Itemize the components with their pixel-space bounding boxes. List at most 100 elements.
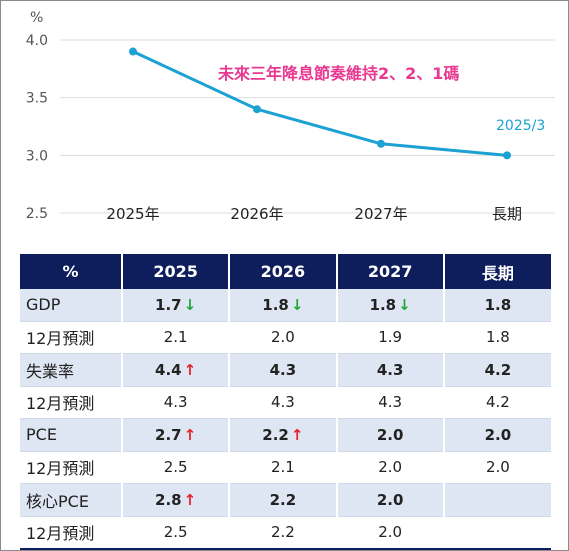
- cell-value: 1.8: [262, 295, 289, 314]
- dot-plot-median-line: [132, 50, 508, 157]
- cell-value: 1.8: [485, 328, 510, 347]
- cell-value: 2.0: [270, 328, 295, 347]
- table-cell: 4.3: [229, 353, 338, 387]
- table-header-row: % 2025 2026 2027 長期: [20, 254, 551, 289]
- cell-value: 2.2: [269, 490, 297, 509]
- table-cell: 1.7 ↓: [122, 289, 231, 322]
- table-cell: [443, 516, 551, 550]
- table-cell: 1.8: [443, 321, 551, 354]
- row-label: 12月預測: [20, 516, 123, 550]
- table-row: 12月預測 4.3 4.3 4.3 4.2: [20, 386, 551, 419]
- table-cell: 1.8 ↓: [336, 289, 445, 322]
- table-cell: 2.7 ↑: [122, 418, 231, 452]
- cell-value: 2.0: [484, 425, 512, 444]
- cell-value: 2.7: [155, 425, 182, 444]
- x-category-label: 長期: [492, 205, 522, 223]
- row-label: 12月預測: [20, 451, 123, 484]
- cell-value: 4.3: [163, 393, 188, 412]
- cell-value: 4.2: [484, 360, 512, 379]
- data-point: [129, 47, 137, 56]
- cell-value: 2.0: [376, 490, 404, 509]
- cell-value: 2.1: [270, 458, 295, 477]
- cell-value: 1.8: [369, 295, 397, 314]
- row-label: PCE: [20, 418, 123, 452]
- table-cell: 2.0: [336, 418, 445, 452]
- table-cell: 4.3: [336, 386, 445, 419]
- table-cell: 2.0: [336, 483, 445, 517]
- data-point: [253, 105, 261, 114]
- cell-value: 2.0: [376, 425, 404, 444]
- table-cell: 2.0: [229, 321, 338, 354]
- row-label: 12月預測: [20, 321, 123, 354]
- table-cell: 2.0: [443, 418, 551, 452]
- table-cell: 1.8: [443, 289, 551, 322]
- cell-value: 2.0: [485, 458, 510, 477]
- data-point: [377, 139, 385, 148]
- cell-value: 2.2: [262, 425, 289, 444]
- up-arrow-icon: ↑: [290, 425, 304, 444]
- table-row: PCE 2.7 ↑ 2.2 ↑ 2.0 2.0: [20, 418, 551, 452]
- cell-value: 4.2: [485, 393, 510, 412]
- y-tick-label: 3.0: [26, 148, 48, 164]
- cell-value: 2.0: [378, 458, 403, 477]
- cell-value: 1.8: [484, 295, 512, 314]
- y-axis-unit: %: [30, 10, 43, 26]
- table-header-cell: %: [20, 254, 123, 289]
- table-cell: 1.9: [336, 321, 445, 354]
- cell-value: 2.5: [163, 458, 188, 477]
- cell-value: 2.5: [163, 523, 188, 542]
- table-row: 12月預測 2.5 2.1 2.0 2.0: [20, 451, 551, 484]
- table-cell: 2.1: [229, 451, 338, 484]
- table-cell: [443, 483, 551, 517]
- row-label: GDP: [20, 289, 123, 322]
- cell-value: 4.3: [378, 393, 403, 412]
- table-cell: 4.3: [229, 386, 338, 419]
- down-arrow-icon: ↓: [290, 295, 304, 314]
- row-label: 失業率: [20, 353, 123, 387]
- cell-value: 4.3: [270, 393, 295, 412]
- up-arrow-icon: ↑: [183, 490, 197, 509]
- up-arrow-icon: ↑: [183, 360, 197, 379]
- cell-value: 4.4: [155, 360, 182, 379]
- down-arrow-icon: ↓: [183, 295, 197, 314]
- x-category-label: 2027年: [354, 205, 407, 223]
- fed-projection-table: % 2025 2026 2027 長期 GDP 1.7 ↓ 1.8 ↓ 1.8 ↓ 1.8 12月預測 2…: [20, 254, 551, 550]
- table-header-cell: 2026: [229, 254, 338, 289]
- table-cell: 4.3: [336, 353, 445, 387]
- row-label: 核心PCE: [20, 483, 123, 517]
- table-row: GDP 1.7 ↓ 1.8 ↓ 1.8 ↓ 1.8: [20, 289, 551, 322]
- table-cell: 2.5: [122, 451, 231, 484]
- table-row: 12月預測 2.5 2.2 2.0: [20, 516, 551, 550]
- down-arrow-icon: ↓: [398, 295, 411, 314]
- table-cell: 2.2 ↑: [229, 418, 338, 452]
- cell-value: 2.1: [163, 328, 188, 347]
- table-cell: 2.0: [336, 451, 445, 484]
- up-arrow-icon: ↑: [183, 425, 197, 444]
- table-cell: 4.4 ↑: [122, 353, 231, 387]
- table-cell: 2.2: [229, 483, 338, 517]
- table-cell: 4.2: [443, 353, 551, 387]
- table-cell: 2.0: [336, 516, 445, 550]
- row-label: 12月預測: [20, 386, 123, 419]
- table-row: 失業率 4.4 ↑ 4.3 4.3 4.2: [20, 353, 551, 387]
- table-cell: 2.2: [229, 516, 338, 550]
- cell-value: 2.8: [155, 490, 182, 509]
- cell-value: 4.3: [376, 360, 404, 379]
- table-cell: 4.2: [443, 386, 551, 419]
- cell-value: 4.3: [269, 360, 297, 379]
- table-header-cell: 長期: [443, 254, 551, 289]
- x-category-label: 2025年: [106, 205, 159, 223]
- cell-value: 2.0: [378, 523, 403, 542]
- series-end-label: 2025/3: [496, 118, 545, 134]
- table-cell: 2.5: [122, 516, 231, 550]
- cell-value: 2.2: [270, 523, 295, 542]
- data-point: [503, 151, 511, 160]
- y-tick-label: 4.0: [26, 33, 48, 49]
- table-cell: 2.0: [443, 451, 551, 484]
- cell-value: 1.7: [155, 295, 182, 314]
- x-category-label: 2026年: [230, 205, 283, 223]
- table-cell: 2.1: [122, 321, 231, 354]
- table-header-cell: 2027: [336, 254, 445, 289]
- rate-path-line-chart: % 4.0 3.5 3.0 2.5 2025年 2026年 2027年 長期 未來三年降息節…: [26, 10, 555, 223]
- y-tick-label: 3.5: [26, 91, 48, 107]
